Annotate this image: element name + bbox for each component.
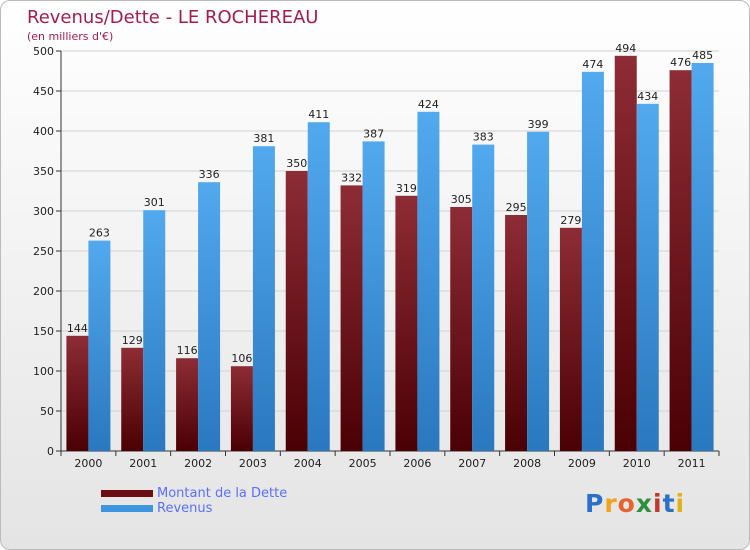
y-tick-label: 500 xyxy=(33,45,54,58)
data-label: 474 xyxy=(582,58,603,71)
data-label: 411 xyxy=(308,108,329,121)
x-tick-label: 2008 xyxy=(513,457,541,470)
bar-dette xyxy=(121,347,144,451)
data-label: 336 xyxy=(199,168,220,181)
y-tick-label: 400 xyxy=(33,125,54,138)
bar-revenus xyxy=(252,146,275,451)
legend-swatch-debt xyxy=(101,490,153,497)
bar-dette xyxy=(450,207,473,451)
data-label: 381 xyxy=(253,132,274,145)
x-tick-label: 2007 xyxy=(458,457,486,470)
data-label: 279 xyxy=(560,214,581,227)
logo-letter: P xyxy=(585,489,605,518)
data-labels: 144 263 129 301 116 336 106 381 350 411 332 387 319 4… xyxy=(67,42,713,365)
data-label: 494 xyxy=(615,42,636,55)
data-label: 129 xyxy=(122,334,143,347)
data-label: 383 xyxy=(473,131,494,144)
data-label: 263 xyxy=(89,227,110,240)
x-tick-label: 2006 xyxy=(403,457,431,470)
bar-dette xyxy=(614,55,637,452)
axes: 0 50 100 150 200 250 300 350 400 450 500 2000 2001 20… xyxy=(33,45,720,470)
x-tick-label: 2002 xyxy=(184,457,212,470)
logo-letter: r xyxy=(604,489,618,518)
bar-revenus xyxy=(581,71,604,452)
y-tick-label: 150 xyxy=(33,325,54,338)
y-tick-label: 100 xyxy=(33,365,54,378)
x-tick-label: 2000 xyxy=(74,457,102,470)
y-tick-label: 0 xyxy=(47,445,54,458)
bar-dette xyxy=(66,335,89,451)
logo-letter: o xyxy=(617,489,636,518)
y-tick-label: 300 xyxy=(33,205,54,218)
bar-revenus xyxy=(307,122,330,451)
y-tick-label: 50 xyxy=(40,405,54,418)
data-label: 476 xyxy=(670,56,691,69)
bar-revenus xyxy=(472,144,495,451)
data-label: 399 xyxy=(528,118,549,131)
grid-lines xyxy=(61,50,719,412)
logo-letter: t xyxy=(662,489,676,518)
y-tick-label: 450 xyxy=(33,85,54,98)
data-label: 319 xyxy=(396,182,417,195)
data-label: 144 xyxy=(67,322,88,335)
bar-dette xyxy=(176,358,199,451)
x-tick-label: 2003 xyxy=(239,457,267,470)
y-tick-label: 200 xyxy=(33,285,54,298)
bar-revenus xyxy=(417,111,440,452)
bar-dette xyxy=(230,366,253,451)
bar-revenus xyxy=(362,141,385,451)
data-label: 106 xyxy=(231,352,252,365)
chart-subtitle: (en milliers d'€) xyxy=(27,30,114,43)
data-label: 295 xyxy=(506,201,527,214)
bar-revenus xyxy=(527,131,550,452)
data-label: 387 xyxy=(363,127,384,140)
bar-dette xyxy=(669,70,692,451)
bar-dette xyxy=(340,185,363,451)
data-label: 301 xyxy=(144,196,165,209)
x-tick-label: 2001 xyxy=(129,457,157,470)
logo-letter: i xyxy=(675,489,686,518)
data-label: 350 xyxy=(286,157,307,170)
data-label: 424 xyxy=(418,98,439,111)
logo-letter: i xyxy=(653,489,663,518)
bar-revenus xyxy=(636,103,659,452)
y-tick-label: 350 xyxy=(33,165,54,178)
logo-letter: x xyxy=(635,489,653,518)
bar-dette xyxy=(395,195,418,451)
legend-swatch-revenus xyxy=(101,505,153,512)
x-tick-label: 2009 xyxy=(568,457,596,470)
y-tick-label: 250 xyxy=(33,245,54,258)
bar-dette xyxy=(559,227,582,451)
bar-revenus xyxy=(143,210,166,451)
bar-dette xyxy=(505,215,528,451)
bar-revenus xyxy=(198,182,221,451)
data-label: 332 xyxy=(341,171,362,184)
data-label: 305 xyxy=(451,193,472,206)
x-tick-label: 2004 xyxy=(294,457,322,470)
chart-title: Revenus/Dette - LE ROCHEREAU xyxy=(27,7,319,28)
data-label: 116 xyxy=(177,344,198,357)
legend-label-revenus: Revenus xyxy=(157,501,213,516)
x-tick-label: 2011 xyxy=(678,457,706,470)
proxiti-logo: Proxiti xyxy=(585,489,685,518)
legend-label-debt: Montant de la Dette xyxy=(157,486,288,501)
data-label: 485 xyxy=(692,49,713,62)
x-tick-label: 2005 xyxy=(349,457,377,470)
bars xyxy=(66,55,714,452)
bar-dette xyxy=(285,171,308,451)
data-label: 434 xyxy=(637,90,658,103)
bar-revenus xyxy=(691,63,714,451)
x-tick-label: 2010 xyxy=(623,457,651,470)
bar-revenus xyxy=(88,240,111,451)
